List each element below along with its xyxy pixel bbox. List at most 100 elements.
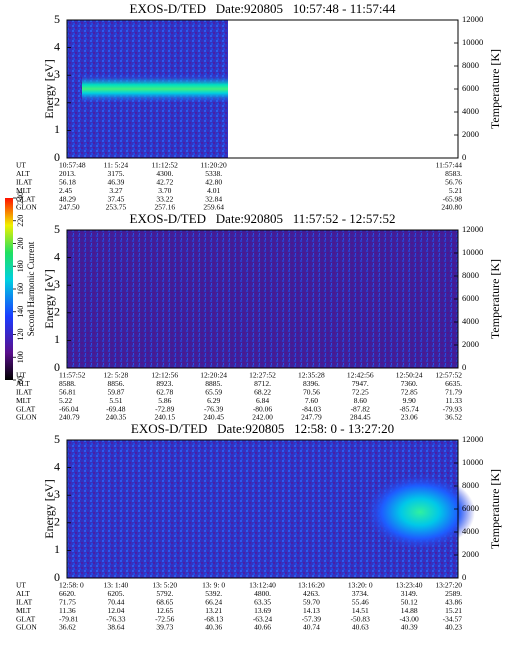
table-cell: -69.48 xyxy=(106,404,126,413)
table-cell: 13:20: 0 xyxy=(348,581,373,590)
table-cell: 8923. xyxy=(156,379,173,388)
table-cell: 6205. xyxy=(107,589,124,598)
table-cell: -57.39 xyxy=(302,614,322,623)
table-cell: -84.03 xyxy=(302,404,322,413)
table-cell: 46.39 xyxy=(107,178,124,187)
table-cell: 12:58: 0 xyxy=(59,581,84,590)
table-row-label: MLT xyxy=(16,606,32,615)
table-cell: 7947. xyxy=(352,379,369,388)
colorbar-tick-label: 120 xyxy=(16,329,25,341)
table-row-label: ILAT xyxy=(16,598,33,607)
table-cell: 40.36 xyxy=(205,623,222,632)
table-cell: 5.51 xyxy=(109,396,122,405)
table-cell: 68.22 xyxy=(254,388,271,397)
table-cell: 6635. xyxy=(445,379,462,388)
table-cell: 240.35 xyxy=(106,413,127,422)
y-tick-label: 3 xyxy=(54,277,60,291)
table-cell: 72.85 xyxy=(401,388,418,397)
colorbar-tick-label: 180 xyxy=(16,260,25,272)
table-cell: 39.73 xyxy=(156,623,173,632)
y-tick-label: 2 xyxy=(54,95,60,109)
table-cell: 13:23:40 xyxy=(396,581,423,590)
table-cell: 2589. xyxy=(445,589,462,598)
table-cell: 12.65 xyxy=(156,606,173,615)
table-row-label: ALT xyxy=(16,589,30,598)
table-row-label: GLON xyxy=(16,413,37,422)
table-cell: -80.06 xyxy=(253,404,273,413)
table-cell: 11:20:20 xyxy=(200,161,227,170)
y-tick-label: 2 xyxy=(54,305,60,319)
table-row-label: UT xyxy=(16,371,26,380)
y-tick-label: 1 xyxy=(54,332,60,346)
table-cell: 8396. xyxy=(303,379,320,388)
table-cell: 5392. xyxy=(205,589,222,598)
colorbar-label: Second Harmonic Current xyxy=(26,241,36,336)
table-cell: 5792. xyxy=(156,589,173,598)
table-cell: 3734. xyxy=(352,589,369,598)
table-cell: 59.87 xyxy=(107,388,124,397)
colorbar-tick-label: 140 xyxy=(16,306,25,318)
colorbar-tick-label: 220 xyxy=(16,215,25,227)
y2-tick-label: 10000 xyxy=(462,457,483,467)
table-cell: 42.72 xyxy=(156,178,173,187)
table-cell: 4300. xyxy=(156,169,173,178)
table-cell: 5.22 xyxy=(59,396,72,405)
y2-tick-label: 6000 xyxy=(462,503,479,513)
table-cell: 48.29 xyxy=(59,194,76,203)
table-cell: 12:27:52 xyxy=(249,371,276,380)
table-cell: 42.80 xyxy=(205,178,222,187)
table-cell: 12: 5:28 xyxy=(103,371,128,380)
table-cell: 6.84 xyxy=(256,396,269,405)
y2-tick-label: 12000 xyxy=(462,224,483,234)
y2-tick-label: 12000 xyxy=(462,14,483,24)
y2-tick-label: 8000 xyxy=(462,270,479,280)
table-cell: 3175. xyxy=(107,169,124,178)
table-row-label: ILAT xyxy=(16,178,33,187)
table-cell: 240.45 xyxy=(203,413,224,422)
table-row-label: ILAT xyxy=(16,388,33,397)
table-cell: 13:12:40 xyxy=(249,581,276,590)
table-cell: 7.60 xyxy=(305,396,318,405)
table-cell: 13: 5:20 xyxy=(152,581,177,590)
table-cell: 38.64 xyxy=(107,623,124,632)
table-cell: 12:35:28 xyxy=(298,371,325,380)
y2-tick-label: 6000 xyxy=(462,83,479,93)
table-row-label: GLAT xyxy=(16,614,36,623)
y-tick-label: 3 xyxy=(54,487,60,501)
table-row-label: MLT xyxy=(16,186,32,195)
y-tick-label: 4 xyxy=(54,459,60,473)
spectrogram xyxy=(67,230,458,368)
table-cell: 10:57:48 xyxy=(59,161,86,170)
table-cell: 14.51 xyxy=(352,606,369,615)
y2-tick-label: 4000 xyxy=(462,526,479,536)
table-cell: 63.35 xyxy=(254,598,271,607)
table-cell: 14.88 xyxy=(401,606,418,615)
table-cell: 259.64 xyxy=(203,203,224,212)
table-row-label: MLT xyxy=(16,396,32,405)
table-cell: 43.86 xyxy=(445,598,462,607)
table-cell: -85.74 xyxy=(399,404,419,413)
table-cell: 2013. xyxy=(59,169,76,178)
colorbar-tick-label: 80 xyxy=(16,376,25,384)
y2-tick-label: 2000 xyxy=(462,549,479,559)
spectrogram-edge xyxy=(228,20,231,158)
y-axis-label: Energy [eV] xyxy=(42,269,56,328)
spectrogram-blob xyxy=(365,474,475,550)
y2-tick-label: 8000 xyxy=(462,60,479,70)
table-cell: 12:20:24 xyxy=(200,371,227,380)
table-cell: -72.89 xyxy=(155,404,175,413)
table-cell: 242.00 xyxy=(252,413,273,422)
table-cell: 284.45 xyxy=(350,413,371,422)
y2-tick-label: 8000 xyxy=(462,480,479,490)
y-tick-label: 4 xyxy=(54,39,60,53)
table-cell: -43.00 xyxy=(399,614,419,623)
table-cell: 56.18 xyxy=(59,178,76,187)
table-cell: -79.93 xyxy=(443,404,463,413)
table-cell: 33.22 xyxy=(156,194,173,203)
table-row-label: ALT xyxy=(16,379,30,388)
table-cell: 11.36 xyxy=(59,606,76,615)
table-cell: 72.25 xyxy=(352,388,369,397)
table-row-label: GLAT xyxy=(16,194,36,203)
y2-tick-label: 6000 xyxy=(462,293,479,303)
table-cell: 6.29 xyxy=(207,396,220,405)
